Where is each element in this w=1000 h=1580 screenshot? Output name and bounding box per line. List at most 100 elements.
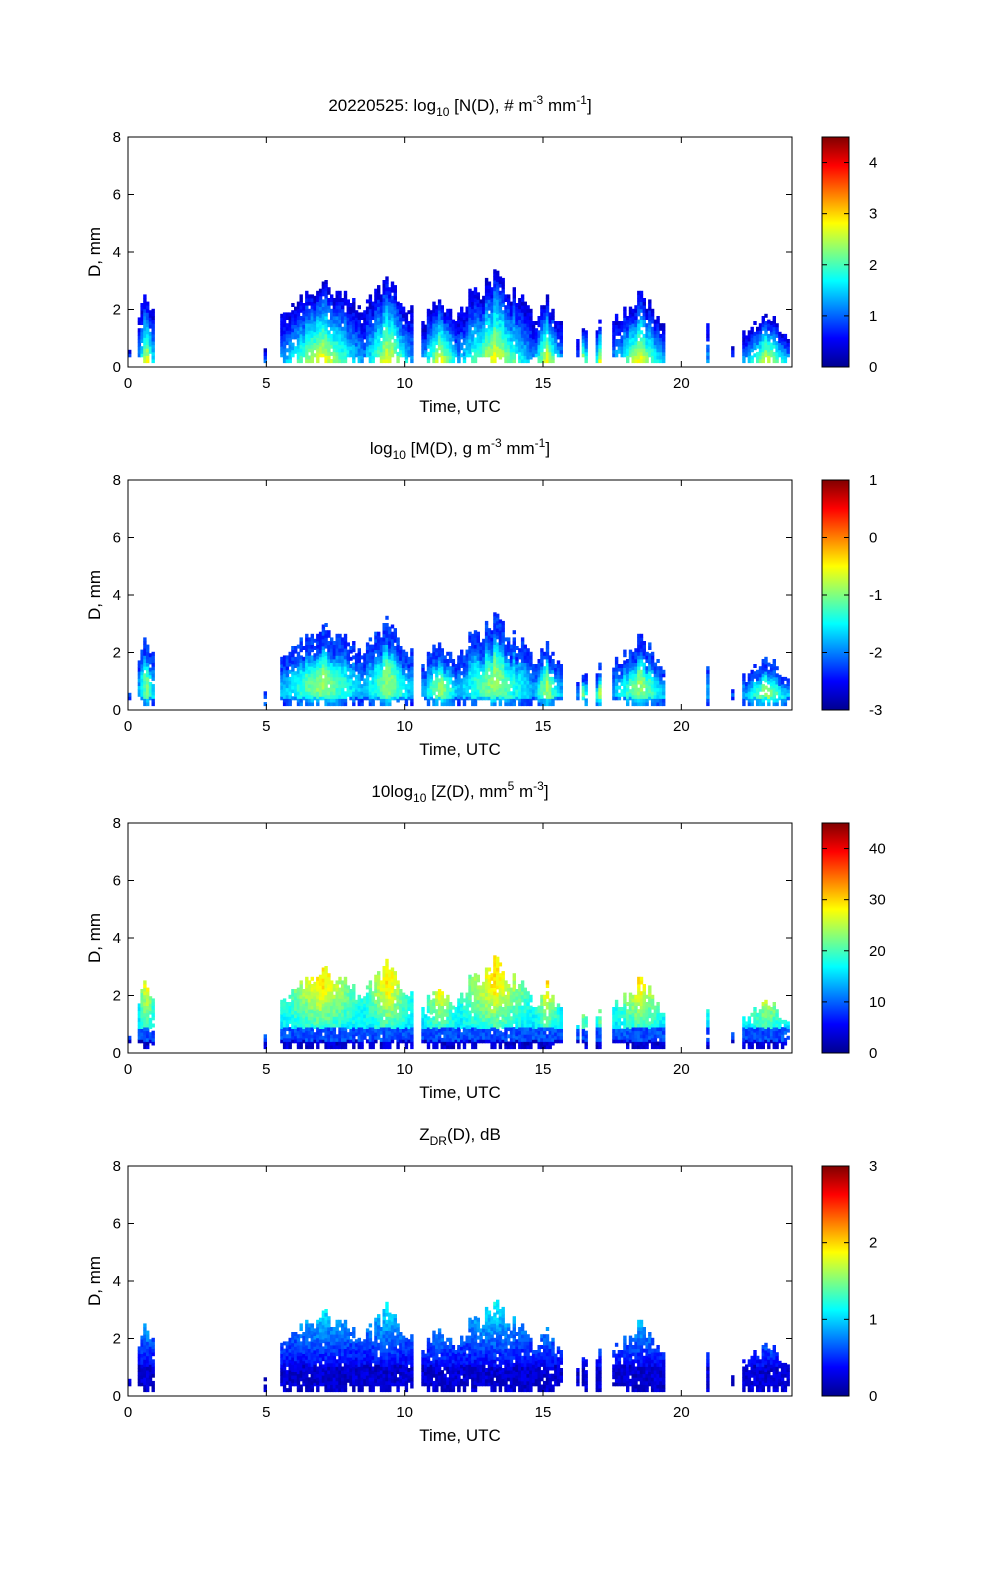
heatmap-cell — [346, 685, 350, 690]
heatmap-cell — [559, 331, 563, 336]
heatmap-cell — [498, 283, 503, 288]
heatmap-cell — [468, 685, 472, 690]
heatmap-cell — [330, 691, 334, 696]
heatmap-cell — [758, 351, 763, 356]
heatmap-cell — [551, 691, 555, 696]
heatmap-cell — [440, 333, 444, 338]
heatmap-cell — [368, 655, 373, 660]
heatmap-cell — [137, 1017, 142, 1022]
heatmap-cell — [382, 637, 386, 642]
heatmap-cell — [330, 312, 334, 317]
heatmap-cell — [448, 669, 453, 674]
heatmap-cell — [432, 312, 436, 317]
heatmap-cell — [321, 967, 326, 972]
heatmap-cell — [404, 662, 409, 667]
heatmap-cell — [148, 1035, 153, 1040]
heatmap-cell — [581, 685, 586, 690]
heatmap-cell — [291, 656, 295, 661]
heatmap-cell — [540, 323, 544, 328]
heatmap-cell — [637, 312, 641, 317]
heatmap-cell — [484, 292, 489, 297]
heatmap-cell — [399, 306, 403, 311]
y-tick-label: 8 — [113, 129, 121, 146]
heatmap-cell — [316, 1027, 320, 1032]
heatmap-cell — [706, 691, 710, 696]
heatmap-cell — [368, 648, 373, 653]
heatmap-cell — [332, 351, 337, 356]
heatmap-cell — [332, 316, 337, 320]
heatmap-cell — [327, 655, 331, 660]
heatmap-cell — [357, 348, 361, 353]
heatmap-cell — [775, 691, 779, 696]
heatmap-cell — [343, 330, 348, 335]
heatmap-cell — [307, 348, 312, 353]
heatmap-cell — [628, 674, 633, 679]
heatmap-cell — [305, 684, 309, 689]
heatmap-cell — [584, 684, 588, 689]
heatmap-cell — [318, 678, 323, 683]
heatmap-cell — [501, 310, 505, 315]
heatmap-cell — [294, 331, 298, 336]
heatmap-cell — [526, 359, 530, 364]
heatmap-cell — [280, 1017, 284, 1022]
heatmap-cell — [465, 317, 469, 322]
heatmap-cell — [653, 694, 658, 699]
heatmap-cell — [637, 659, 641, 663]
heatmap-cell — [440, 326, 444, 331]
heatmap-cell — [523, 694, 527, 699]
heatmap-cell — [324, 344, 328, 349]
heatmap-cell — [146, 648, 150, 653]
heatmap-cell — [302, 324, 306, 329]
heatmap-cell — [460, 331, 464, 336]
heatmap-cell — [758, 676, 763, 681]
heatmap-cell — [496, 649, 500, 654]
heatmap-cell — [529, 662, 533, 667]
heatmap-cell — [330, 648, 334, 653]
heatmap-cell — [515, 685, 519, 690]
heatmap-cell — [512, 637, 516, 642]
heatmap-cell — [407, 331, 411, 336]
heatmap-cell — [382, 655, 386, 660]
heatmap-cell — [614, 667, 619, 672]
heatmap-cell — [285, 684, 290, 689]
heatmap-cell — [473, 630, 478, 635]
heatmap-cell — [379, 676, 384, 681]
heatmap-cell — [756, 330, 760, 335]
heatmap-cell — [496, 270, 500, 275]
heatmap-cell — [518, 326, 522, 331]
heatmap-cell — [143, 1005, 147, 1010]
heatmap-cell — [349, 1014, 353, 1019]
heatmap-cell — [551, 694, 555, 699]
heatmap-cell — [747, 355, 752, 360]
heatmap-cell — [498, 662, 503, 667]
x-tick-label: 15 — [535, 375, 552, 392]
heatmap-cell — [507, 348, 511, 353]
heatmap-cell — [390, 328, 395, 333]
heatmap-cell — [302, 1025, 306, 1029]
heatmap-cell — [280, 1039, 284, 1044]
heatmap-cell — [318, 353, 323, 358]
heatmap-cell — [545, 691, 550, 696]
heatmap-cell — [706, 348, 710, 353]
heatmap-cell — [377, 328, 381, 333]
heatmap-cell — [645, 337, 649, 342]
heatmap-cell — [368, 341, 373, 346]
heatmap-cell — [493, 680, 497, 685]
heatmap-cell — [473, 676, 478, 681]
heatmap-cell — [343, 316, 348, 320]
heatmap-cell — [648, 660, 652, 665]
heatmap-cell — [377, 303, 381, 307]
heatmap-cell — [288, 1016, 292, 1021]
heatmap-cell — [767, 673, 771, 678]
heatmap-cell — [556, 335, 561, 340]
heatmap-cell — [493, 344, 497, 349]
heatmap-cell — [559, 682, 563, 686]
heatmap-cell — [648, 331, 652, 336]
heatmap-cell — [540, 351, 544, 356]
heatmap-cell — [490, 359, 494, 364]
heatmap-cell — [484, 667, 489, 672]
heatmap-cell — [382, 626, 386, 631]
heatmap-cell — [335, 987, 339, 992]
heatmap-cell — [299, 669, 303, 674]
heatmap-cell — [437, 339, 442, 343]
